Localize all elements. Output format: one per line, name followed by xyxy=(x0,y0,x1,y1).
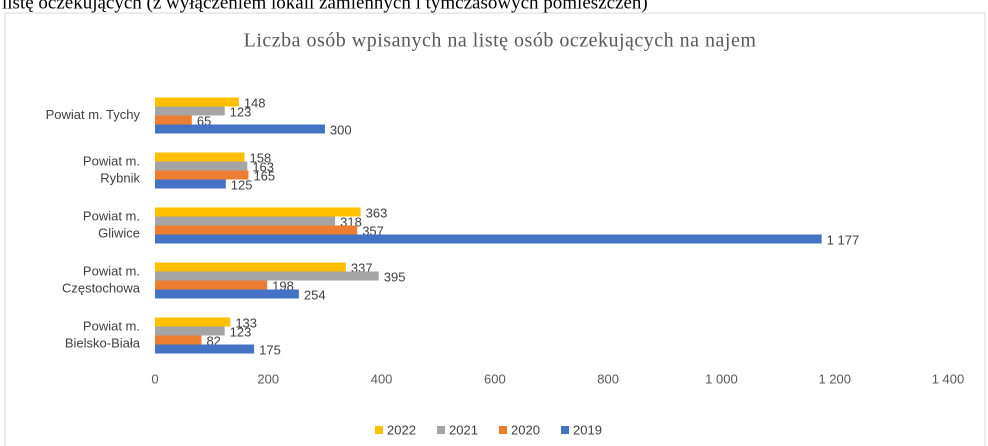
data-label: 163 xyxy=(252,159,274,174)
data-label: 165 xyxy=(253,168,275,183)
data-label: 395 xyxy=(384,269,406,284)
x-tick-label: 800 xyxy=(597,371,619,386)
legend-swatch xyxy=(499,426,507,434)
x-tick-label: 200 xyxy=(257,371,279,386)
legend-swatch xyxy=(561,426,569,434)
data-label: 363 xyxy=(366,205,388,220)
y-tick-label: Powiat m. xyxy=(83,263,140,278)
legend-swatch xyxy=(375,426,383,434)
y-tick-label: Gliwice xyxy=(98,225,140,240)
bar xyxy=(155,115,192,125)
bar xyxy=(155,234,822,244)
data-label: 300 xyxy=(330,122,352,137)
bar xyxy=(155,97,239,107)
legend-label: 2019 xyxy=(573,422,602,437)
page-caption: listę oczekujących (z wyłączeniem lokali… xyxy=(2,0,648,13)
data-label: 125 xyxy=(231,177,253,192)
data-label: 133 xyxy=(235,315,257,330)
data-label: 175 xyxy=(259,342,281,357)
bar xyxy=(155,335,202,345)
bar xyxy=(155,271,379,281)
y-tick-label: Bielsko-Biała xyxy=(65,335,141,350)
bar xyxy=(155,124,325,134)
legend-label: 2022 xyxy=(387,422,416,437)
x-tick-label: 600 xyxy=(484,371,506,386)
bar xyxy=(155,280,268,290)
x-tick-label: 0 xyxy=(151,371,158,386)
data-label: 123 xyxy=(230,324,252,339)
x-tick-label: 1 000 xyxy=(705,371,738,386)
x-tick-label: 1 400 xyxy=(932,371,965,386)
x-tick-label: 1 200 xyxy=(818,371,851,386)
y-tick-label: Powiat m. xyxy=(83,318,140,333)
bar xyxy=(155,161,248,171)
y-tick-label: Częstochowa xyxy=(62,280,141,295)
bar xyxy=(155,344,255,354)
y-tick-label: Rybnik xyxy=(100,170,140,185)
bar xyxy=(155,106,225,116)
legend-label: 2021 xyxy=(449,422,478,437)
data-label: 254 xyxy=(304,287,326,302)
bar xyxy=(155,225,358,235)
data-label: 123 xyxy=(230,104,252,119)
legend-swatch xyxy=(437,426,445,434)
data-label: 158 xyxy=(249,150,271,165)
bar xyxy=(155,216,336,226)
bar xyxy=(155,152,245,162)
bar xyxy=(155,317,231,327)
bar xyxy=(155,326,225,336)
bar xyxy=(155,207,361,217)
y-tick-label: Powiat m. xyxy=(83,208,140,223)
bar xyxy=(155,289,299,299)
y-tick-label: Powiat m. xyxy=(83,153,140,168)
chart-title: Liczba osób wpisanych na listę osób ocze… xyxy=(244,30,757,52)
data-label: 1 177 xyxy=(827,232,860,247)
legend-label: 2020 xyxy=(511,422,540,437)
bar xyxy=(155,262,346,272)
chart-border xyxy=(4,12,986,446)
data-label: 148 xyxy=(244,95,266,110)
y-tick-label: Powiat m. Tychy xyxy=(46,107,141,122)
x-tick-label: 400 xyxy=(371,371,393,386)
bar xyxy=(155,170,249,180)
bar xyxy=(155,179,226,189)
